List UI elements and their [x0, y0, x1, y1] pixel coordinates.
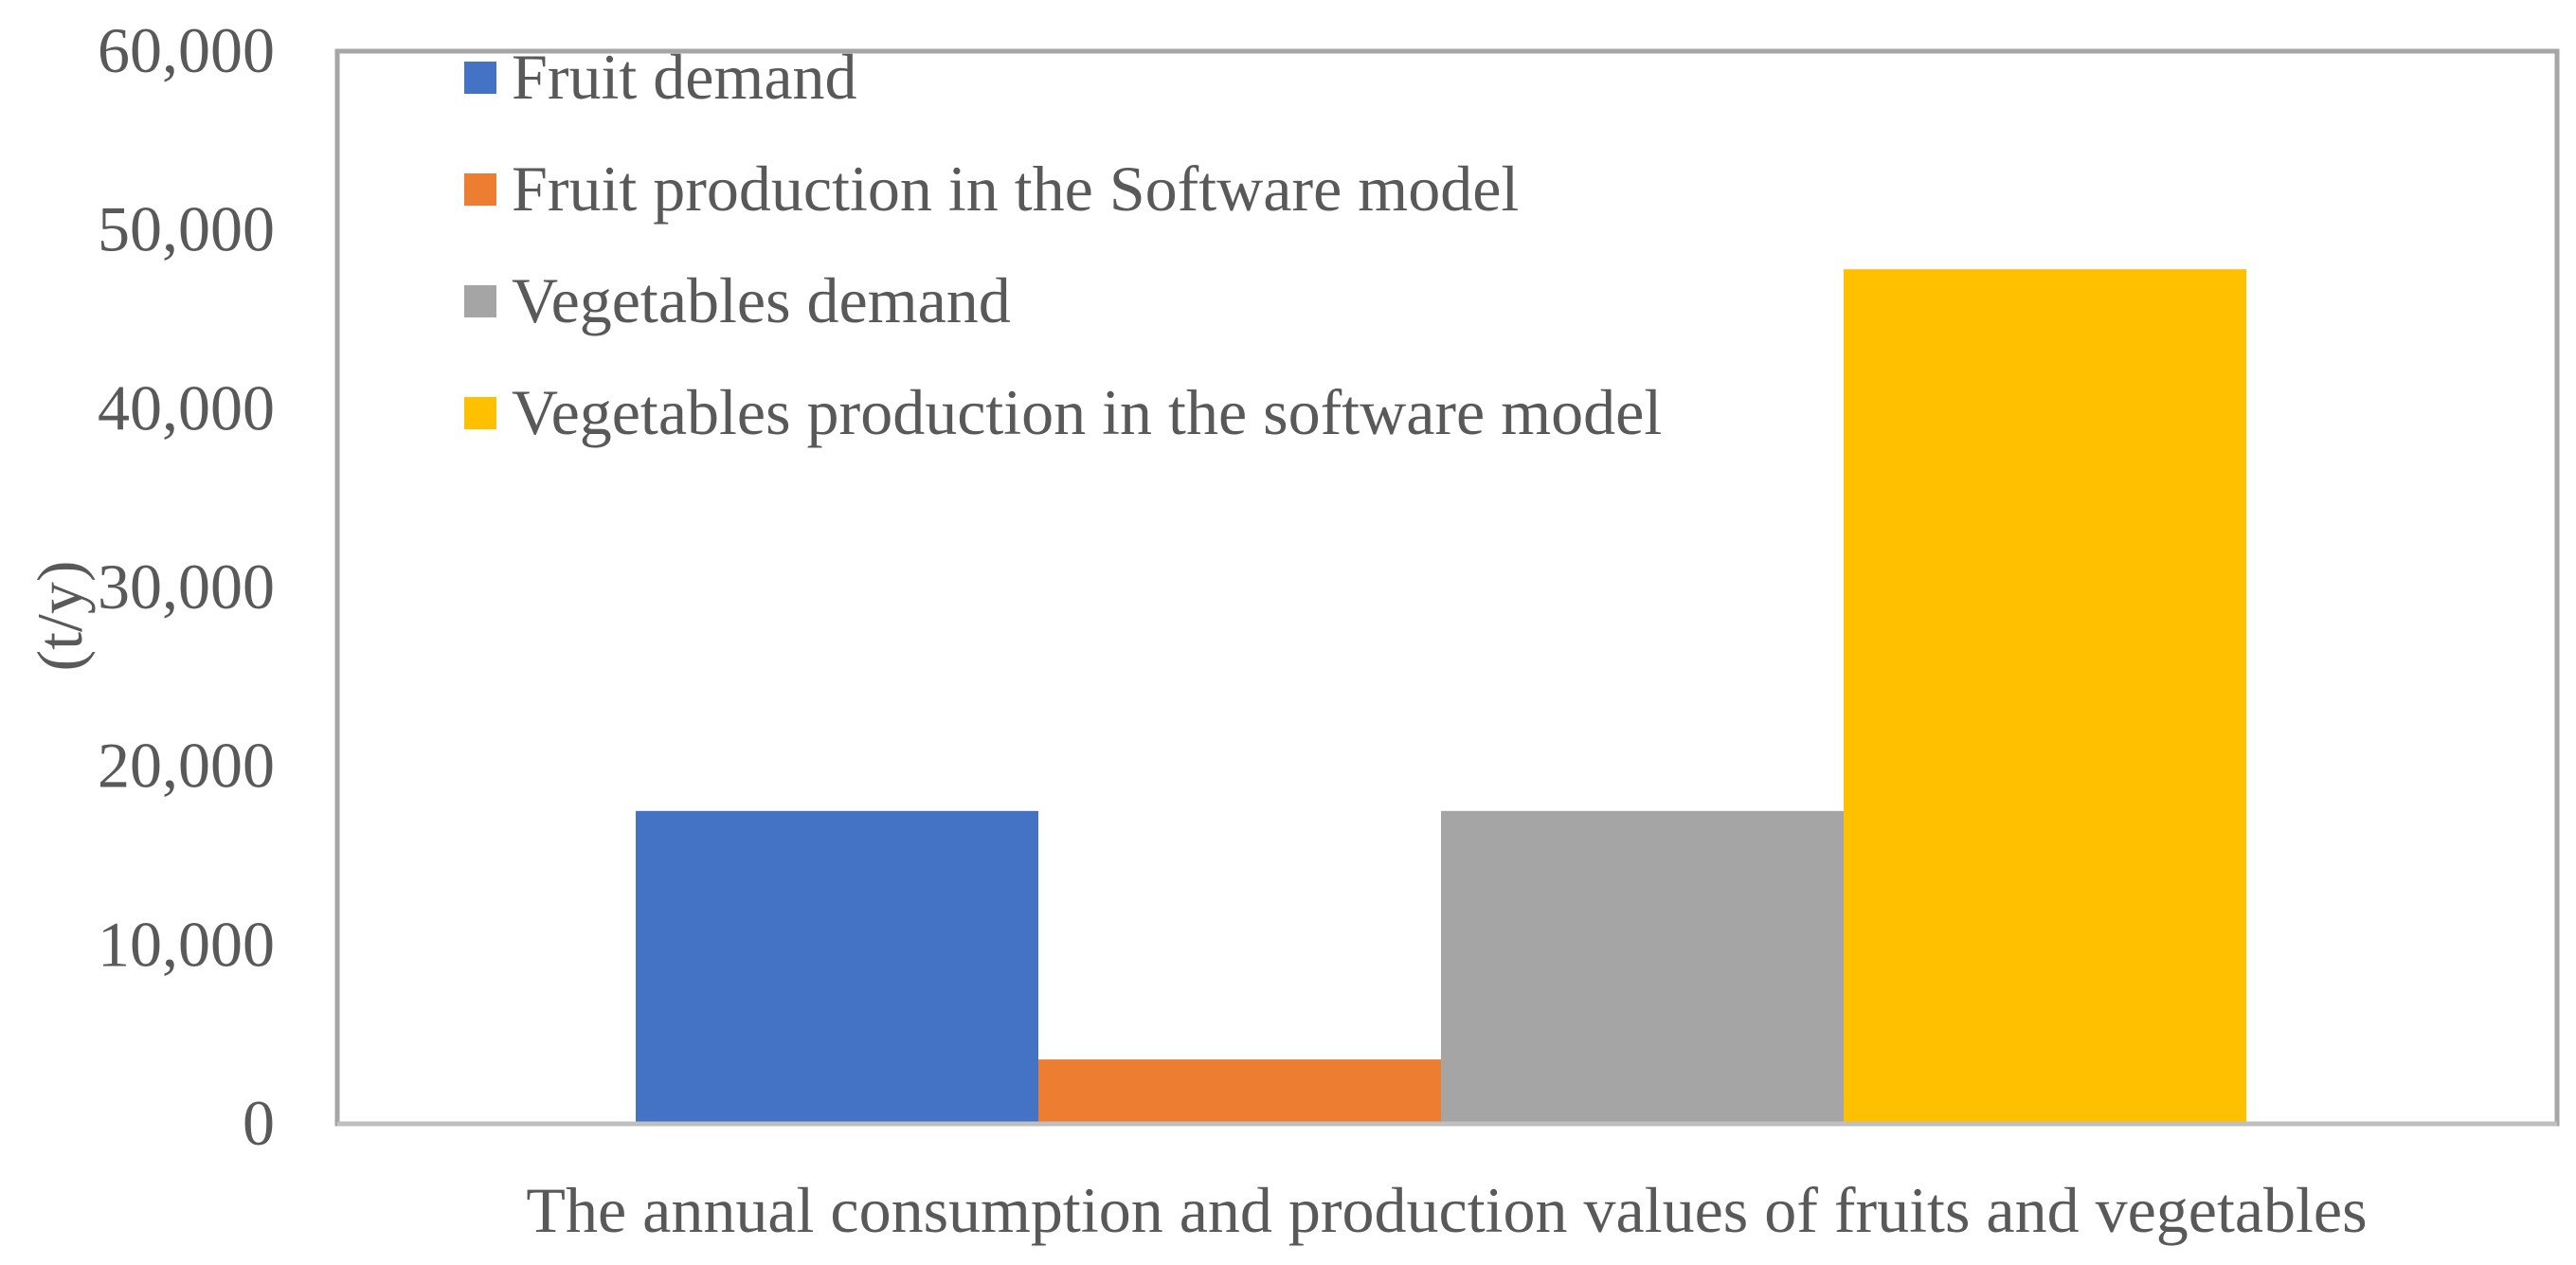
- legend-label: Fruit production in the Software model: [512, 153, 1519, 225]
- y-tick-label: 60,000: [98, 14, 275, 86]
- y-tick-label: 30,000: [98, 551, 275, 623]
- bars-group: [636, 269, 2246, 1124]
- y-axis-title: (t/y): [24, 560, 96, 671]
- y-tick-label: 50,000: [98, 193, 275, 265]
- y-tick-label: 10,000: [98, 908, 275, 980]
- legend-swatch: [464, 173, 496, 206]
- bar-vegetables-production-in-the-software-model: [1844, 269, 2246, 1124]
- legend-swatch: [464, 397, 496, 429]
- legend-label: Fruit demand: [512, 41, 857, 113]
- y-axis-ticks: 0 10,000 20,000 30,000 40,000 50,000 60,000: [98, 14, 275, 1159]
- bar-fruit-production-in-the-software-model: [1038, 1059, 1441, 1124]
- y-tick-label: 40,000: [98, 371, 275, 443]
- bar-vegetables-demand: [1441, 810, 1844, 1124]
- legend-label: Vegetables demand: [512, 264, 1011, 336]
- legend-label: Vegetables production in the software mo…: [512, 376, 1662, 448]
- y-tick-label: 0: [243, 1087, 275, 1159]
- bar-fruit-demand: [636, 810, 1038, 1124]
- legend-swatch: [464, 285, 496, 317]
- y-tick-label: 20,000: [98, 730, 275, 802]
- legend-swatch: [464, 62, 496, 94]
- x-axis-title: The annual consumption and production va…: [526, 1174, 2367, 1246]
- legend: Fruit demand Fruit production in the Soft…: [464, 41, 1662, 448]
